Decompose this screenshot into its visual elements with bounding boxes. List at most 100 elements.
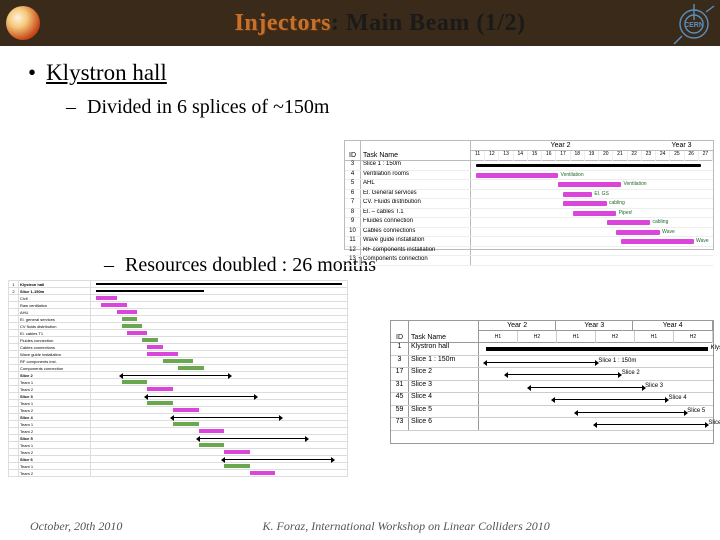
bullet-sub-1: – Divided in 6 splices of ~150m xyxy=(66,96,692,119)
gantt-month-label: 12 xyxy=(485,151,499,161)
gantt-bot-row: 31Slice 3Slice 3 xyxy=(391,381,713,394)
gantt-bot-row: 59Slice 5Slice 5 xyxy=(391,406,713,419)
gantt-year-label: Year 2 xyxy=(471,141,650,151)
gantt-left-row: Components connection xyxy=(9,365,348,372)
gantt-left-row: 2Slice 1-150m xyxy=(9,288,348,295)
gantt-bar-label: Wave xyxy=(662,229,675,235)
title-suffix: : Main Beam (1/2) xyxy=(331,10,525,36)
gantt-left-row: 1Klystron hall xyxy=(9,281,348,288)
gantt-top-rows: 3Slice 1 : 150m4Ventilation roomsVentila… xyxy=(345,161,713,266)
gantt-month-label: 13 xyxy=(499,151,513,161)
gantt-month-label: 26 xyxy=(685,151,699,161)
gantt-bot-row: 73Slice 6Slice 6 xyxy=(391,418,713,431)
content-area: • Klystron hall – Divided in 6 splices o… xyxy=(0,46,720,119)
gantt-top-name-header: Task Name xyxy=(361,141,471,160)
gantt-bar-label: cabling xyxy=(609,200,625,206)
cern-logo: CERN xyxy=(672,2,716,46)
gantt-month-label: 27 xyxy=(699,151,713,161)
gantt-left-row: Civil xyxy=(9,295,348,302)
gantt-bar-label: Pipes! xyxy=(619,210,633,216)
gantt-left-row: Team 2 xyxy=(9,470,348,477)
gantt-left-row: Cables connections xyxy=(9,344,348,351)
gantt-left-row: Slice 3 xyxy=(9,393,348,400)
bullet-main-text: Klystron hall xyxy=(46,60,167,86)
gantt-row: 3Slice 1 : 150m xyxy=(345,161,713,171)
bullet-dash: – xyxy=(66,96,76,118)
bullet-sub-2: – Resources doubled : 26 months xyxy=(104,254,376,277)
gantt-bar-label: cabling xyxy=(653,219,669,225)
bullet-dash: – xyxy=(104,254,114,276)
gantt-row: 12RF components installation xyxy=(345,247,713,257)
gantt-chart-resources-doubled: 1Klystron hall2Slice 1-150mCivilRaw vent… xyxy=(8,280,348,510)
gantt-left-row: Team 1 xyxy=(9,400,348,407)
gantt-half-label: H1 xyxy=(635,331,674,343)
gantt-bar xyxy=(558,182,621,187)
gantt-row: 9Fluides connectioncabling xyxy=(345,218,713,228)
gantt-left-row: Team 2 xyxy=(9,449,348,456)
svg-text:CERN: CERN xyxy=(684,22,704,29)
gantt-left-row: RF components inst. xyxy=(9,358,348,365)
gantt-month-label: 23 xyxy=(642,151,656,161)
gantt-left-row: Fluides connection xyxy=(9,337,348,344)
gantt-year-label: Year 2 xyxy=(479,321,556,331)
gantt-left-row: Team 1 xyxy=(9,442,348,449)
gantt-bar xyxy=(563,201,607,206)
gantt-bar xyxy=(607,220,651,225)
gantt-month-label: 16 xyxy=(542,151,556,161)
gantt-bot-row: 3Slice 1 : 150mSlice 1 : 150m xyxy=(391,356,713,369)
gantt-half-label: H2 xyxy=(596,331,635,343)
gantt-bot-row: 17Slice 2Slice 2 xyxy=(391,368,713,381)
gantt-left-row: Slice 2 xyxy=(9,372,348,379)
gantt-left-row: Raw ventilation xyxy=(9,302,348,309)
gantt-month-label: 18 xyxy=(571,151,585,161)
gantt-row: 6El. General servicesEl. GS xyxy=(345,190,713,200)
bullet-main: • Klystron hall xyxy=(28,60,692,86)
gantt-left-row: Team 2 xyxy=(9,407,348,414)
gantt-half-label: H1 xyxy=(557,331,596,343)
gantt-bot-id-header: ID xyxy=(391,321,409,342)
gantt-left-row: Wave guide installation xyxy=(9,351,348,358)
gantt-year-label: Year 4 xyxy=(633,321,713,331)
gantt-half-label: H1 xyxy=(479,331,518,343)
bullet-sub-2-text: Resources doubled : 26 months xyxy=(125,254,376,276)
gantt-bar xyxy=(573,211,617,216)
gantt-year-label: Year 3 xyxy=(650,141,713,151)
gantt-month-label: 24 xyxy=(656,151,670,161)
gantt-chart-slice-detail: ID Task Name Year 2Year 3111213141516171… xyxy=(344,140,714,250)
gantt-month-label: 21 xyxy=(613,151,627,161)
gantt-bot-timeline-header: Year 2Year 3Year 4H1H2H1H2H1H2 xyxy=(479,321,713,342)
gantt-left-row: AHU xyxy=(9,309,348,316)
footer-credit: K. Foraz, International Workshop on Line… xyxy=(92,519,720,534)
gantt-left-row: CV fluids distribution xyxy=(9,323,348,330)
gantt-left-row: El. general services xyxy=(9,316,348,323)
gantt-bot-rows: 1Klystron hallKlystron hall3Slice 1 : 15… xyxy=(391,343,713,431)
slide-title: Injectors: Main Beam (1/2) xyxy=(40,10,720,37)
gantt-top-timeline-header: Year 2Year 31112131415161718192021222324… xyxy=(471,141,713,160)
gantt-month-label: 14 xyxy=(514,151,528,161)
gantt-chart-slices-overview: ID Task Name Year 2Year 3Year 4H1H2H1H2H… xyxy=(390,320,714,444)
gantt-left-row: Team 1 xyxy=(9,379,348,386)
gantt-row: 7CV. Fluids distributioncabling xyxy=(345,199,713,209)
gantt-year-label: Year 3 xyxy=(556,321,633,331)
gantt-half-label: H2 xyxy=(674,331,713,343)
gantt-bar-label: Ventilation xyxy=(561,172,584,178)
gantt-left-row: El. cables T1 xyxy=(9,330,348,337)
gantt-bar xyxy=(563,192,592,197)
gantt-row: 8El. – cables T.1Pipes! xyxy=(345,209,713,219)
clic-logo xyxy=(6,6,40,40)
gantt-bar xyxy=(616,230,660,235)
gantt-bar xyxy=(476,173,558,178)
gantt-month-label: 19 xyxy=(585,151,599,161)
gantt-row: 5AHLVentilation xyxy=(345,180,713,190)
gantt-left-row: Slice 6 xyxy=(9,456,348,463)
gantt-half-label: H2 xyxy=(518,331,557,343)
gantt-left-row: Slice 4 xyxy=(9,414,348,421)
gantt-month-label: 20 xyxy=(599,151,613,161)
gantt-left-row: Team 2 xyxy=(9,386,348,393)
gantt-bot-name-header: Task Name xyxy=(409,321,479,342)
gantt-bar-label: El. GS xyxy=(594,191,608,197)
gantt-top-id-header: ID xyxy=(345,141,361,160)
gantt-row: 10Cables connectionsWave xyxy=(345,228,713,238)
title-bar: Injectors: Main Beam (1/2) CERN xyxy=(0,0,720,46)
gantt-bot-row: 45Slice 4Slice 4 xyxy=(391,393,713,406)
